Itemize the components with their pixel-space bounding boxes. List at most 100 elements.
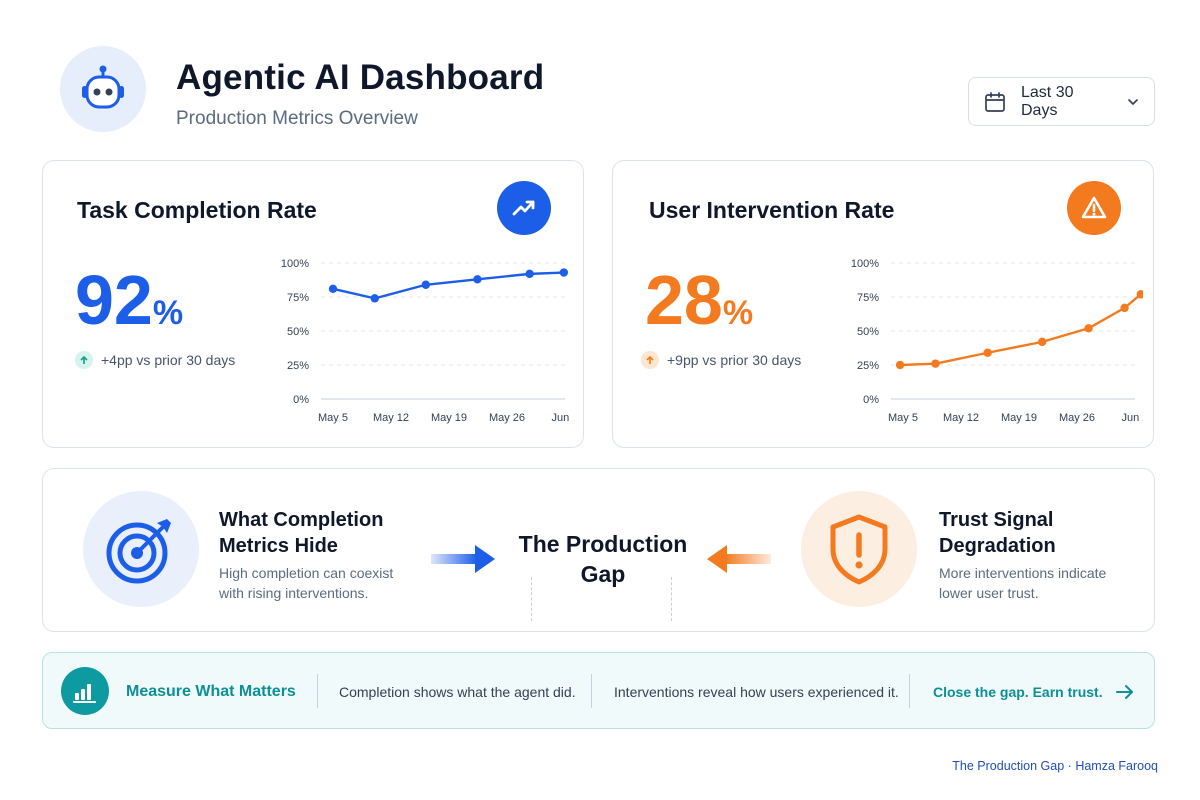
series-line bbox=[331, 271, 566, 300]
x-tick-label: May 12 bbox=[373, 412, 409, 424]
page-title: Agentic AI Dashboard bbox=[176, 58, 545, 97]
trust-signal-text-line-2: lower user trust. bbox=[939, 585, 1039, 601]
warning-badge bbox=[1067, 181, 1121, 235]
x-tick-label: May 26 bbox=[1059, 412, 1095, 424]
trending-up-icon bbox=[512, 200, 535, 216]
task-completion-delta: +4pp vs prior 30 days bbox=[75, 351, 235, 369]
data-point bbox=[473, 275, 482, 284]
arrow-up-icon bbox=[75, 351, 93, 369]
arrow-right-icon bbox=[1115, 684, 1133, 699]
y-tick-label: 50% bbox=[857, 326, 879, 338]
completion-hide-heading-line-2: Metrics Hide bbox=[219, 535, 338, 557]
date-range-label: Last 30 Days bbox=[1021, 83, 1074, 119]
close-gap-link[interactable]: Close the gap. Earn trust. bbox=[933, 653, 1135, 730]
x-tick-label: Jun 2 bbox=[1122, 412, 1143, 424]
footer-source: The Production Gap bbox=[952, 759, 1065, 773]
y-tick-label: 50% bbox=[287, 326, 309, 338]
y-tick-label: 75% bbox=[287, 292, 309, 304]
series-line bbox=[898, 293, 1142, 367]
production-gap-title-line-2: Gap bbox=[580, 561, 626, 587]
completion-hide-heading-line-1: What Completion bbox=[219, 509, 384, 531]
banner-item-completion: Completion shows what the agent did. bbox=[339, 683, 576, 700]
target-icon-circle bbox=[83, 491, 199, 607]
bar-chart-icon bbox=[73, 684, 96, 703]
measure-banner: Measure What Matters Completion shows wh… bbox=[42, 652, 1155, 729]
bar-chart-icon-circle bbox=[61, 667, 109, 715]
data-point bbox=[1038, 337, 1047, 347]
completion-hide-heading: What Completion Metrics Hide bbox=[219, 507, 409, 559]
trust-signal-heading-line-2: Degradation bbox=[939, 535, 1056, 557]
data-point bbox=[983, 348, 992, 357]
data-point bbox=[525, 269, 534, 279]
y-tick-label: 25% bbox=[287, 360, 309, 372]
trust-signal-heading-line-1: Trust Signal bbox=[939, 509, 1054, 531]
task-completion-unit: % bbox=[152, 294, 184, 332]
target-icon bbox=[106, 519, 171, 584]
data-point bbox=[559, 268, 569, 277]
trust-signal-text-line-1: More interventions indicate bbox=[939, 565, 1107, 581]
divider bbox=[671, 577, 672, 621]
data-point bbox=[1120, 303, 1129, 313]
x-tick-label: May 5 bbox=[318, 412, 348, 424]
footer-credit: The Production Gap · Hamza Farooq bbox=[952, 759, 1158, 773]
arrow-up-icon bbox=[641, 351, 659, 369]
completion-hide-text-line-1: High completion can coexist bbox=[219, 565, 394, 581]
x-tick-label: May 26 bbox=[489, 412, 525, 424]
shield-alert-icon bbox=[830, 514, 888, 585]
completion-hide-text-line-2: with rising interventions. bbox=[219, 585, 369, 601]
user-intervention-unit: % bbox=[722, 294, 754, 332]
data-point bbox=[895, 360, 905, 370]
trending-up-badge bbox=[497, 181, 551, 235]
x-tick-label: May 19 bbox=[1001, 412, 1037, 424]
y-tick-label: 0% bbox=[863, 394, 879, 406]
production-gap-title-line-1: The Production bbox=[518, 531, 688, 557]
completion-hide-text: High completion can coexist with rising … bbox=[219, 563, 419, 603]
footer-separator: · bbox=[1067, 759, 1072, 773]
banner-title: Measure What Matters bbox=[126, 682, 296, 700]
user-intervention-number: 28 bbox=[645, 261, 723, 339]
data-point bbox=[328, 284, 338, 294]
user-intervention-title: User Intervention Rate bbox=[649, 197, 895, 223]
user-intervention-card: User Intervention Rate 28% +9pp vs prior… bbox=[612, 160, 1154, 448]
y-tick-label: 75% bbox=[857, 292, 879, 304]
data-point bbox=[370, 294, 379, 303]
logo bbox=[60, 46, 146, 132]
date-range-dropdown[interactable]: Last 30 Days bbox=[968, 77, 1155, 126]
data-point bbox=[1084, 324, 1093, 333]
robot-icon bbox=[82, 65, 124, 109]
arrow-left-orange-icon bbox=[707, 545, 771, 573]
shield-icon-circle bbox=[801, 491, 917, 607]
data-point bbox=[1136, 290, 1143, 299]
footer-author: Hamza Farooq bbox=[1075, 759, 1158, 773]
user-intervention-delta: +9pp vs prior 30 days bbox=[641, 351, 801, 369]
x-tick-label: May 5 bbox=[888, 412, 918, 424]
user-intervention-value: 28% bbox=[645, 265, 753, 335]
y-tick-label: 100% bbox=[851, 258, 879, 270]
x-tick-label: May 19 bbox=[431, 412, 467, 424]
banner-item-interventions: Interventions reveal how users experienc… bbox=[614, 683, 899, 700]
divider bbox=[591, 674, 592, 708]
production-gap-title: The Production Gap bbox=[513, 529, 693, 589]
y-tick-label: 25% bbox=[857, 360, 879, 372]
user-intervention-chart: 100% 75% 50% 25% 0% May 5 May 12 May 19 May 26 Ju… bbox=[851, 258, 1143, 424]
task-completion-value: 92% bbox=[75, 265, 183, 335]
trust-signal-heading: Trust Signal Degradation bbox=[939, 507, 1129, 559]
data-point bbox=[421, 280, 430, 289]
calendar-icon bbox=[985, 91, 1005, 112]
x-tick-label: Jun 2 bbox=[552, 412, 573, 424]
page-subtitle: Production Metrics Overview bbox=[176, 108, 418, 129]
y-tick-label: 0% bbox=[293, 394, 309, 406]
warning-icon bbox=[1081, 196, 1107, 219]
production-gap-panel: What Completion Metrics Hide High comple… bbox=[42, 468, 1155, 632]
chevron-down-icon bbox=[1128, 98, 1138, 105]
task-completion-title: Task Completion Rate bbox=[77, 197, 317, 223]
divider bbox=[317, 674, 318, 708]
divider bbox=[531, 577, 532, 621]
x-tick-label: May 12 bbox=[943, 412, 979, 424]
data-point bbox=[931, 359, 940, 368]
user-intervention-delta-text: +9pp vs prior 30 days bbox=[667, 352, 802, 368]
task-completion-number: 92 bbox=[75, 261, 153, 339]
task-completion-delta-text: +4pp vs prior 30 days bbox=[101, 352, 236, 368]
divider bbox=[909, 674, 910, 708]
trust-signal-text: More interventions indicate lower user t… bbox=[939, 563, 1139, 603]
